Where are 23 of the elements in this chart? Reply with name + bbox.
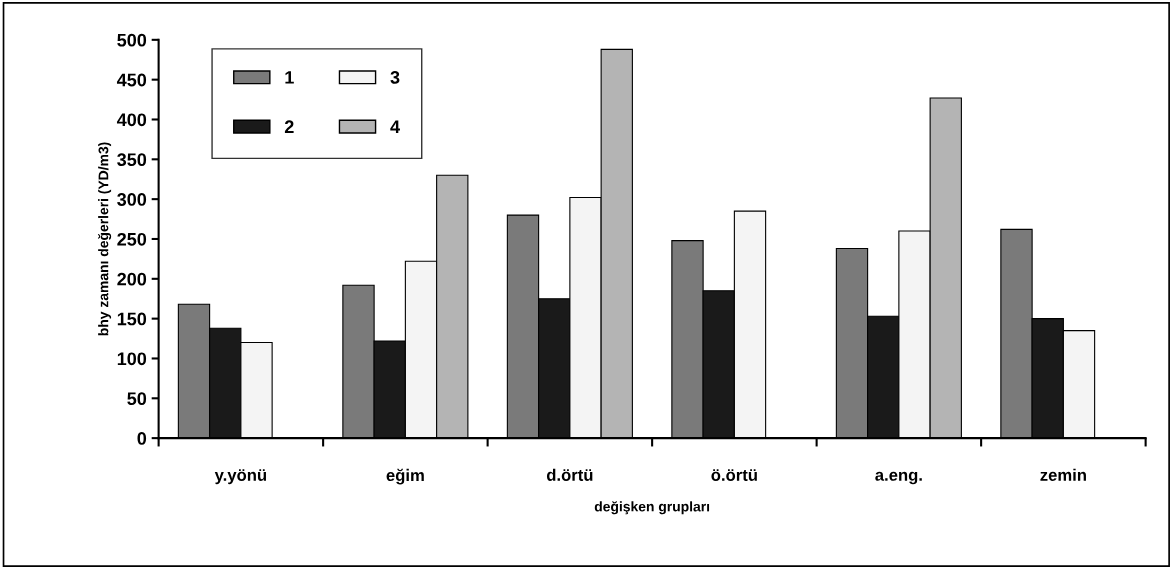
y-tick-label: 450	[116, 73, 147, 87]
legend-label: 4	[390, 120, 400, 133]
x-tick-label: y.yönü	[214, 469, 267, 485]
y-tick-label: 300	[117, 193, 147, 206]
x-tick-label: ö.örtü	[711, 469, 757, 481]
y-axis-title: bhy zamanı değerleri (YD/m3)	[97, 142, 112, 336]
x-tick-label: eğim	[386, 468, 424, 485]
y-tick-label: 250	[117, 232, 147, 246]
y-tick-label: 100	[117, 352, 147, 366]
x-tick-label: a.eng.	[875, 471, 922, 485]
y-tick-label: 50	[127, 392, 147, 406]
legend-label: 2	[284, 120, 294, 133]
y-tick-label: 200	[117, 272, 147, 286]
legend-label: 1	[285, 71, 294, 84]
x-tick-label: zemin	[1040, 468, 1086, 481]
y-tick-label: 500	[117, 33, 147, 47]
y-tick-label: 150	[117, 312, 147, 326]
y-tick-label: 0	[137, 432, 147, 445]
y-tick-label: 350	[117, 153, 147, 167]
x-axis-title: değişken grupları	[594, 501, 710, 515]
legend-label: 3	[390, 71, 400, 84]
y-tick-label: 400	[116, 113, 147, 127]
x-tick-label: d.örtü	[546, 468, 593, 481]
